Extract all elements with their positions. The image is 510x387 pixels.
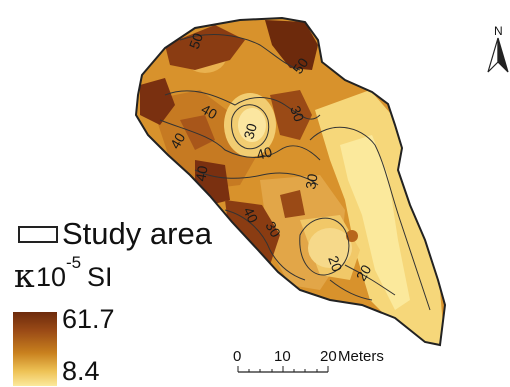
contour-label: 30	[287, 104, 307, 124]
legend-min-value: 8.4	[62, 356, 100, 386]
scale-tick-label: 20	[320, 348, 337, 365]
legend-max-value: 61.7	[62, 304, 115, 334]
scale-tick-label: 10	[274, 348, 291, 365]
study-area-outline	[134, 16, 447, 347]
contour-label: 30	[240, 121, 260, 140]
contour-label: 40	[240, 205, 261, 226]
contour-label: 30	[262, 219, 284, 241]
susceptibility-surface	[136, 18, 445, 345]
contour-label: 40	[167, 130, 189, 152]
contour-label: 40	[255, 143, 274, 163]
study-area-label: Study area	[62, 216, 212, 251]
north-arrow: N	[487, 24, 509, 73]
contour-label: 30	[302, 172, 320, 190]
north-arrow-icon-half	[497, 37, 509, 73]
contour-label: 20	[325, 254, 345, 274]
unit-exponent: -5	[66, 253, 82, 272]
scale-unit-label: Meters	[338, 348, 384, 365]
study-area-swatch	[18, 226, 58, 243]
north-arrow-icon	[487, 37, 499, 73]
contour-labels: 50 50 30 40 30 40 40 40 30 40 30 20 20	[167, 31, 375, 284]
north-arrow-label: N	[494, 24, 503, 38]
scale-bar: 0 10 20 Meters	[233, 348, 384, 373]
color-ramp	[13, 312, 57, 386]
unit-symbol: κ	[14, 256, 35, 295]
unit-base: 10	[36, 262, 67, 292]
contour-label: 20	[353, 262, 375, 284]
contour-label: 40	[199, 101, 221, 123]
contour-label: 50	[186, 31, 206, 51]
unit-si: SI	[87, 262, 113, 292]
contour-lines	[159, 34, 431, 311]
contour-label: 40	[192, 164, 210, 182]
scale-tick-label: 0	[233, 348, 241, 365]
